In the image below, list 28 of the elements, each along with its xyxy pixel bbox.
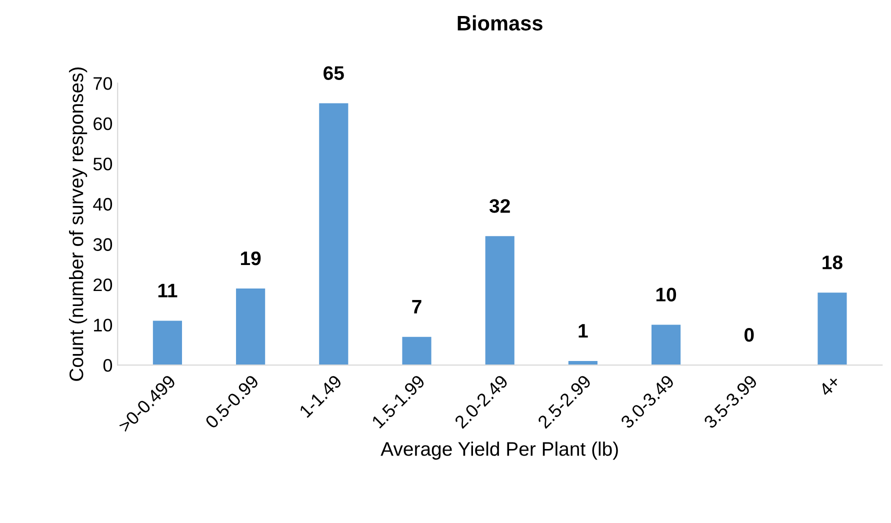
bar xyxy=(652,324,681,366)
bar xyxy=(319,103,348,366)
y-axis-title: Count (number of survey responses) xyxy=(68,68,88,381)
data-label: 32 xyxy=(489,199,510,213)
data-label: 7 xyxy=(412,300,422,314)
y-tick-label: 10 xyxy=(94,318,112,332)
y-tick-label: 50 xyxy=(93,158,112,170)
data-label: 18 xyxy=(822,256,842,270)
data-label: 0 xyxy=(744,328,754,342)
bar xyxy=(236,288,266,366)
chart-title: Biomass xyxy=(458,15,542,31)
y-tick-label: 0 xyxy=(103,358,112,372)
bar xyxy=(402,336,432,366)
data-label: 10 xyxy=(656,288,676,302)
data-label: 65 xyxy=(324,66,344,80)
y-tick-label: 60 xyxy=(94,117,112,130)
x-axis-title: Average Yield Per Plant (lb) xyxy=(380,442,618,460)
y-tick-label: 20 xyxy=(94,278,112,292)
x-tick-label: 4+ xyxy=(818,374,841,397)
data-label: 19 xyxy=(240,251,261,266)
y-tick-label: 70 xyxy=(94,77,112,90)
y-tick-label: 40 xyxy=(93,198,112,211)
bar xyxy=(485,236,514,366)
data-label: 1 xyxy=(578,324,588,338)
y-tick-label: 30 xyxy=(93,238,112,251)
data-label: 11 xyxy=(158,284,178,298)
bar xyxy=(152,320,182,366)
bar xyxy=(818,292,847,366)
